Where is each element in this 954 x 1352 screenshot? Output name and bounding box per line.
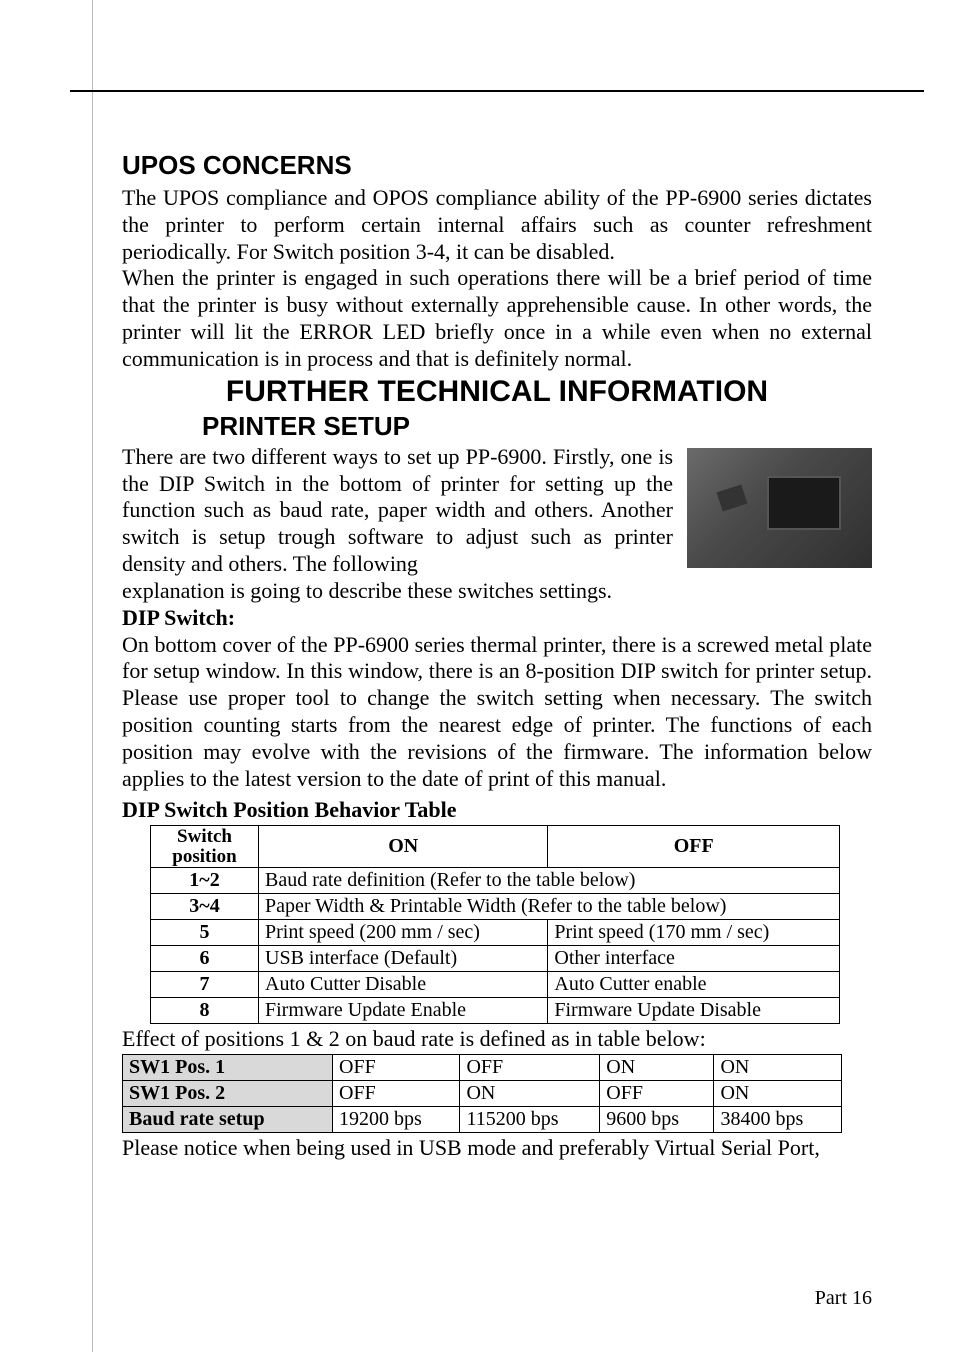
baud-row-label: SW1 Pos. 2 <box>123 1081 333 1107</box>
table-row: Baud rate setup 19200 bps 115200 bps 960… <box>123 1107 842 1133</box>
baud-cell: 115200 bps <box>460 1107 600 1133</box>
dip-on-cell: Firmware Update Enable <box>259 998 548 1024</box>
page-content: UPOS CONCERNS The UPOS compliance and OP… <box>122 150 872 1161</box>
table-row: 7 Auto Cutter Disable Auto Cutter enable <box>151 972 840 998</box>
table-row: 1~2 Baud rate definition (Refer to the t… <box>151 868 840 894</box>
baud-cell: 9600 bps <box>600 1107 714 1133</box>
para-setup-intro-left: There are two different ways to set up P… <box>122 444 673 578</box>
table-row: Switch position ON OFF <box>151 825 840 868</box>
para-upos-2: When the printer is engaged in such oper… <box>122 265 872 372</box>
dip-switch-table: Switch position ON OFF 1~2 Baud rate def… <box>150 825 840 1025</box>
page-crease <box>92 0 93 1352</box>
footer-note: Please notice when being used in USB mod… <box>122 1135 872 1161</box>
baud-cell: OFF <box>333 1055 460 1081</box>
heading-further: FURTHER TECHNICAL INFORMATION <box>122 375 872 409</box>
dip-header-position: Switch position <box>151 825 259 868</box>
para-setup-intro-tail: explanation is going to describe these s… <box>122 578 872 605</box>
baud-cell: OFF <box>333 1081 460 1107</box>
baud-cell: 19200 bps <box>333 1107 460 1133</box>
baud-cell: OFF <box>600 1081 714 1107</box>
setup-intro-row: There are two different ways to set up P… <box>122 444 872 578</box>
table-row: 8 Firmware Update Enable Firmware Update… <box>151 998 840 1024</box>
top-horizontal-rule <box>70 90 924 92</box>
baud-cell: OFF <box>460 1055 600 1081</box>
table-row: 6 USB interface (Default) Other interfac… <box>151 946 840 972</box>
dip-span-cell: Paper Width & Printable Width (Refer to … <box>259 894 840 920</box>
dip-pos: 3~4 <box>151 894 259 920</box>
table-row: SW1 Pos. 2 OFF ON OFF ON <box>123 1081 842 1107</box>
heading-printer-setup: PRINTER SETUP <box>202 411 872 442</box>
dip-switch-label-line: DIP Switch: <box>122 605 872 632</box>
dip-pos: 1~2 <box>151 868 259 894</box>
dip-table-caption: DIP Switch Position Behavior Table <box>122 797 872 823</box>
baud-effect-line: Effect of positions 1 & 2 on baud rate i… <box>122 1026 872 1052</box>
baud-cell: ON <box>714 1055 842 1081</box>
printer-dip-photo <box>687 448 872 568</box>
dip-pos: 8 <box>151 998 259 1024</box>
dip-on-cell: Auto Cutter Disable <box>259 972 548 998</box>
page-number: Part 16 <box>815 1287 872 1310</box>
dip-span-cell: Baud rate definition (Refer to the table… <box>259 868 840 894</box>
baud-row-label: SW1 Pos. 1 <box>123 1055 333 1081</box>
dip-off-cell: Print speed (170 mm / sec) <box>548 920 840 946</box>
dip-off-cell: Firmware Update Disable <box>548 998 840 1024</box>
dip-header-on: ON <box>259 825 548 868</box>
baud-cell: ON <box>714 1081 842 1107</box>
dip-pos: 5 <box>151 920 259 946</box>
dip-switch-label: DIP Switch: <box>122 605 235 630</box>
baud-cell: ON <box>460 1081 600 1107</box>
baud-cell: 38400 bps <box>714 1107 842 1133</box>
dip-on-cell: USB interface (Default) <box>259 946 548 972</box>
dip-off-cell: Other interface <box>548 946 840 972</box>
table-row: SW1 Pos. 1 OFF OFF ON ON <box>123 1055 842 1081</box>
table-row: 3~4 Paper Width & Printable Width (Refer… <box>151 894 840 920</box>
dip-pos: 6 <box>151 946 259 972</box>
baud-row-label: Baud rate setup <box>123 1107 333 1133</box>
baud-rate-table: SW1 Pos. 1 OFF OFF ON ON SW1 Pos. 2 OFF … <box>122 1054 842 1133</box>
table-row: 5 Print speed (200 mm / sec) Print speed… <box>151 920 840 946</box>
dip-header-off: OFF <box>548 825 840 868</box>
dip-on-cell: Print speed (200 mm / sec) <box>259 920 548 946</box>
baud-cell: ON <box>600 1055 714 1081</box>
para-dip-body: On bottom cover of the PP-6900 series th… <box>122 632 872 793</box>
dip-off-cell: Auto Cutter enable <box>548 972 840 998</box>
dip-pos: 7 <box>151 972 259 998</box>
heading-upos: UPOS CONCERNS <box>122 150 872 181</box>
para-upos-1: The UPOS compliance and OPOS compliance … <box>122 185 872 265</box>
